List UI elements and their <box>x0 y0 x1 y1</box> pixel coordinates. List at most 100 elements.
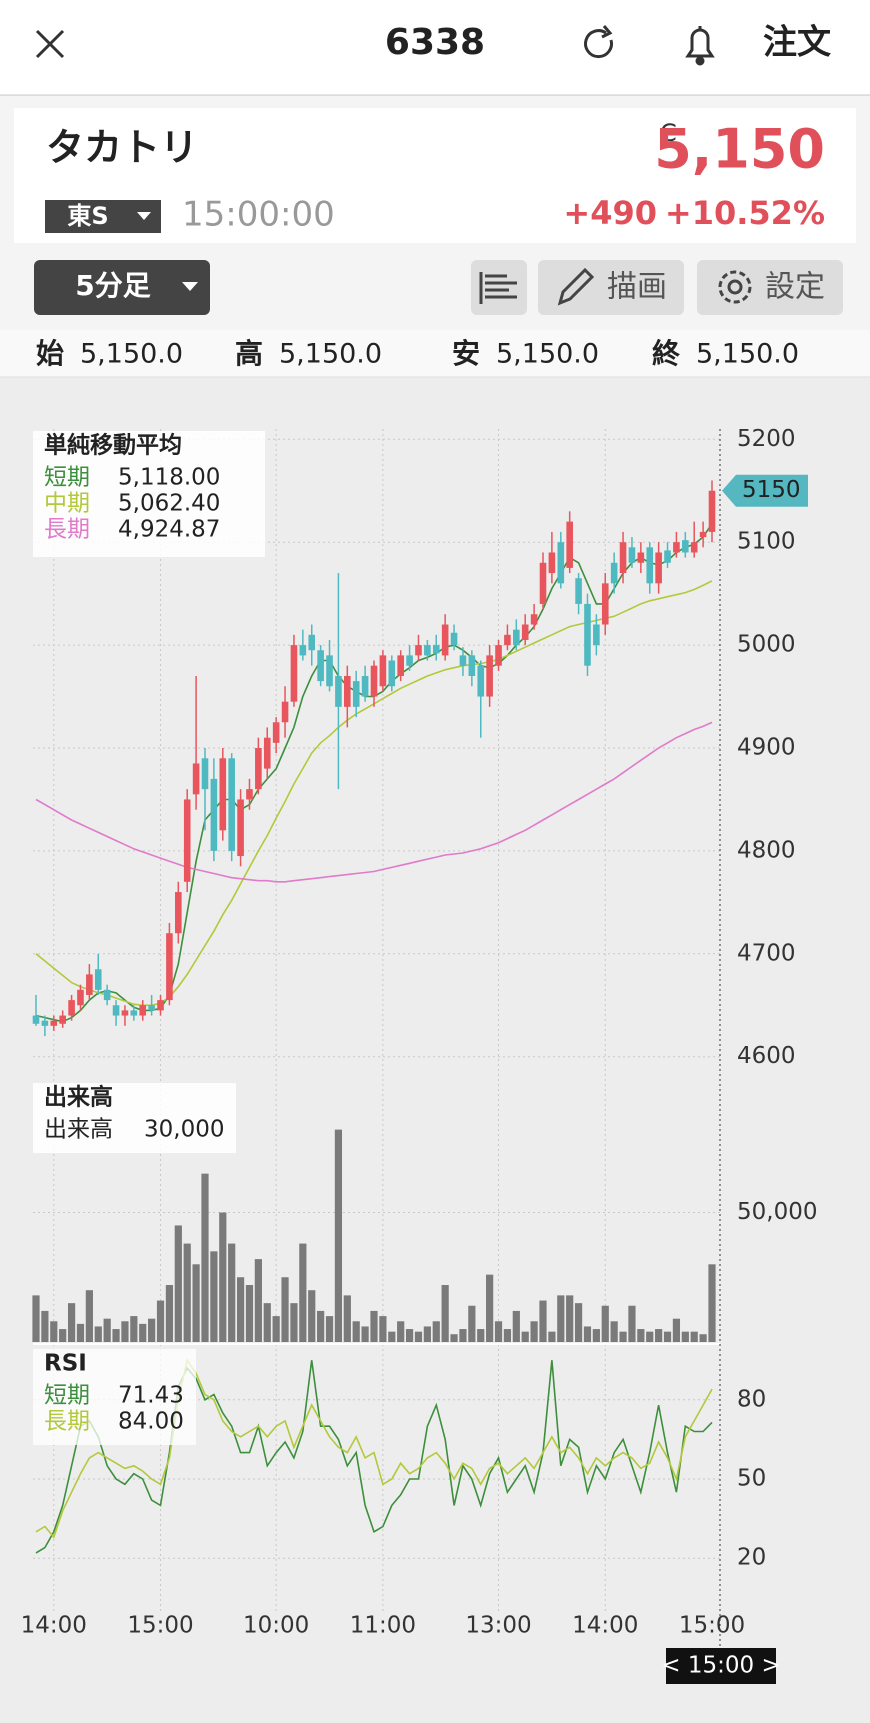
volume-bar <box>503 1329 512 1342</box>
candle-body <box>610 562 618 584</box>
candle-body <box>566 521 573 568</box>
volume-bar <box>637 1329 645 1342</box>
x-tick-label: 15:00 <box>679 1613 745 1639</box>
volume-bar <box>459 1329 467 1342</box>
volume-bar <box>521 1331 529 1342</box>
candle-body <box>486 655 493 697</box>
candle-body <box>59 1015 66 1024</box>
candle-body <box>94 969 102 990</box>
order-button[interactable]: 注文 <box>763 23 831 63</box>
candle-body <box>513 629 520 646</box>
candle-body <box>495 645 502 666</box>
candle-body <box>263 737 271 769</box>
volume-bar <box>281 1277 289 1342</box>
legend-box <box>33 431 265 557</box>
y-tick-label: 4700 <box>737 940 796 966</box>
candle-body <box>477 665 485 697</box>
y-tick-label: 5000 <box>737 632 796 658</box>
candle-body <box>664 550 671 563</box>
legend-name: 長期 <box>44 517 90 543</box>
candle-body <box>406 655 413 666</box>
x-tick-label: 10:00 <box>243 1613 309 1639</box>
volume-bar <box>67 1303 76 1342</box>
candle-body <box>77 989 84 1006</box>
volume-bar <box>130 1316 138 1342</box>
volume-bar <box>379 1316 387 1342</box>
candle-body <box>175 892 182 934</box>
candle-body <box>361 675 369 697</box>
candle-body <box>450 632 458 646</box>
volume-bar <box>192 1264 200 1342</box>
candle-body <box>682 540 689 553</box>
candle-body <box>432 645 440 654</box>
volume-bar <box>308 1290 316 1342</box>
refresh-icon[interactable] <box>584 25 613 59</box>
volume-bar <box>530 1321 538 1342</box>
close-icon[interactable] <box>35 29 65 59</box>
candle-body <box>299 645 307 656</box>
indicator-button[interactable] <box>471 260 527 315</box>
candle-body <box>593 624 600 646</box>
legend-value: 71.43 <box>118 1383 184 1409</box>
volume-bar <box>254 1259 262 1342</box>
legend: RSI 短期 71.43 長期 84.00 <box>33 1349 196 1445</box>
volume-bar <box>512 1310 520 1342</box>
volume-bar <box>228 1243 236 1342</box>
volume-bar <box>583 1326 592 1342</box>
volume-bar <box>646 1331 654 1342</box>
candle-body <box>370 665 378 697</box>
candle-body <box>575 578 582 604</box>
volume-bar <box>94 1326 102 1342</box>
volume-bar <box>601 1305 609 1342</box>
candle-body <box>228 758 235 851</box>
volume-bar <box>566 1295 574 1342</box>
candle-body <box>699 531 707 538</box>
bell-icon[interactable] <box>685 26 715 66</box>
legend-title: RSI <box>44 1351 87 1377</box>
candle-body <box>628 547 636 563</box>
draw-button[interactable] <box>538 260 684 315</box>
volume-bar <box>139 1323 147 1342</box>
time: 15:00:00 <box>182 195 335 235</box>
ohlc-value: 5,150.0 <box>80 339 183 370</box>
settings-button[interactable] <box>697 260 843 315</box>
bars-icon <box>479 272 517 304</box>
candle-body <box>157 1000 164 1011</box>
volume-bar <box>494 1321 503 1342</box>
volume-bar <box>681 1331 689 1342</box>
candle-body <box>468 655 476 676</box>
volume-bar <box>112 1329 120 1342</box>
candle-body <box>548 552 556 574</box>
candle-body <box>166 933 173 1001</box>
gear-icon <box>718 270 752 304</box>
candle-body <box>424 645 431 656</box>
change: +490 <box>563 194 657 232</box>
y-tick-label: 5200 <box>737 426 796 452</box>
candle-body <box>121 1010 129 1016</box>
candle-body <box>557 542 565 584</box>
volume-bar <box>59 1329 67 1342</box>
candle-body <box>521 624 529 640</box>
volume-bar <box>663 1331 672 1342</box>
legend-value: 84.00 <box>118 1409 184 1435</box>
candle-body <box>210 778 218 851</box>
interval-select[interactable] <box>34 260 210 315</box>
volume-bar <box>557 1295 565 1342</box>
ohlc-label: 始 <box>36 337 64 370</box>
price-tag-label: 5150 <box>742 477 801 503</box>
dropdown-arrow <box>137 212 151 220</box>
y-tick-label: 4600 <box>737 1043 796 1069</box>
candle-body <box>68 1000 75 1016</box>
ohlc-label: 安 <box>452 337 480 370</box>
volume-bar <box>343 1295 351 1342</box>
candle-body <box>237 799 244 857</box>
candle-body <box>139 1005 147 1016</box>
y-tick-label: 50 <box>737 1466 766 1492</box>
candle-body <box>344 675 351 707</box>
volume-bar <box>174 1225 182 1342</box>
candle-body <box>201 758 209 790</box>
candle-body <box>272 722 280 743</box>
volume-bar <box>486 1274 494 1342</box>
